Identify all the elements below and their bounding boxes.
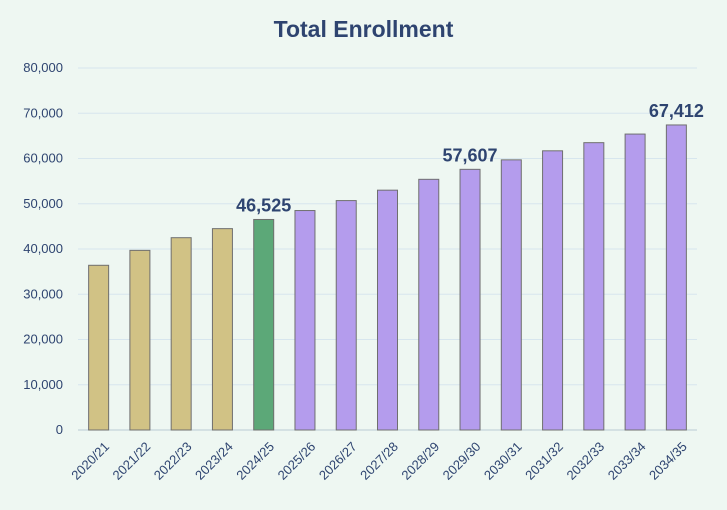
y-tick-label: 20,000 bbox=[23, 332, 63, 347]
x-tick-label: 2031/32 bbox=[522, 439, 566, 483]
bar[interactable] bbox=[624, 133, 646, 431]
x-tick-label: 2033/34 bbox=[605, 439, 649, 483]
x-tick-label: 2025/26 bbox=[275, 439, 319, 483]
y-tick-label: 70,000 bbox=[23, 105, 63, 120]
x-tick-label: 2023/24 bbox=[192, 439, 236, 483]
bar[interactable] bbox=[418, 178, 440, 431]
bar[interactable] bbox=[583, 142, 605, 431]
x-tick-label: 2034/35 bbox=[646, 439, 690, 483]
y-tick-label: 80,000 bbox=[23, 60, 63, 75]
bar[interactable] bbox=[665, 124, 687, 431]
x-tick-label: 2030/31 bbox=[481, 439, 525, 483]
y-tick-label: 0 bbox=[56, 422, 63, 437]
bar[interactable] bbox=[500, 159, 522, 431]
bar[interactable] bbox=[377, 189, 398, 431]
y-tick-label: 40,000 bbox=[23, 241, 63, 256]
bar[interactable] bbox=[459, 168, 481, 431]
data-label: 46,525 bbox=[236, 195, 291, 215]
data-label: 57,607 bbox=[443, 145, 498, 165]
bar[interactable] bbox=[211, 228, 233, 431]
y-tick-label: 30,000 bbox=[23, 286, 63, 301]
x-tick-label: 2027/28 bbox=[357, 439, 401, 483]
x-tick-label: 2026/27 bbox=[316, 439, 360, 483]
x-tick-label: 2029/30 bbox=[440, 439, 484, 483]
chart-title: Total Enrollment bbox=[273, 16, 454, 42]
bar[interactable] bbox=[335, 200, 357, 431]
bar[interactable] bbox=[170, 237, 192, 431]
x-tick-label: 2021/22 bbox=[110, 439, 154, 483]
x-tick-label: 2032/33 bbox=[563, 439, 607, 483]
data-label: 67,412 bbox=[649, 101, 704, 121]
bar[interactable] bbox=[253, 218, 275, 431]
x-tick-label: 2024/25 bbox=[233, 439, 277, 483]
bar[interactable] bbox=[294, 210, 316, 431]
bar[interactable] bbox=[542, 150, 564, 431]
x-tick-label: 2028/29 bbox=[398, 439, 442, 483]
bar[interactable] bbox=[129, 249, 151, 431]
y-tick-label: 50,000 bbox=[23, 196, 63, 211]
bar[interactable] bbox=[88, 264, 110, 431]
x-tick-label: 2022/23 bbox=[151, 439, 195, 483]
y-tick-label: 60,000 bbox=[23, 151, 63, 166]
y-tick-label: 10,000 bbox=[23, 377, 63, 392]
x-tick-label: 2020/21 bbox=[68, 439, 112, 483]
